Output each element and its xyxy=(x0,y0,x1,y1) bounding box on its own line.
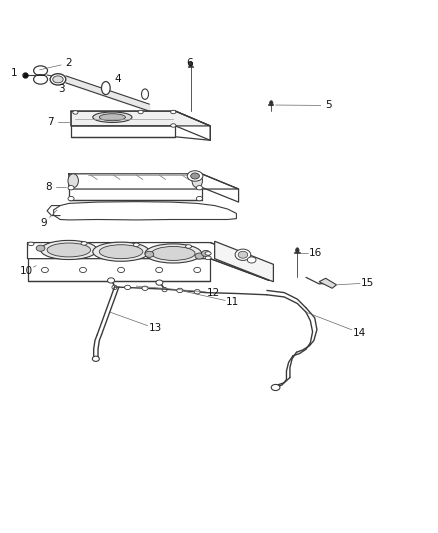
Ellipse shape xyxy=(68,197,74,201)
Ellipse shape xyxy=(34,66,47,76)
Text: 3: 3 xyxy=(58,84,65,94)
Ellipse shape xyxy=(145,251,154,257)
Ellipse shape xyxy=(99,245,143,259)
Ellipse shape xyxy=(99,114,125,120)
Ellipse shape xyxy=(189,61,192,67)
Text: 11: 11 xyxy=(226,297,240,307)
Text: 15: 15 xyxy=(361,278,374,288)
Text: 7: 7 xyxy=(47,117,53,127)
Ellipse shape xyxy=(194,289,200,294)
Ellipse shape xyxy=(271,384,280,391)
Text: 12: 12 xyxy=(207,288,220,297)
Ellipse shape xyxy=(196,185,202,190)
Ellipse shape xyxy=(28,242,34,246)
Ellipse shape xyxy=(124,285,131,289)
Ellipse shape xyxy=(194,268,201,272)
Ellipse shape xyxy=(195,253,204,259)
Ellipse shape xyxy=(141,89,148,99)
Ellipse shape xyxy=(112,285,117,289)
Ellipse shape xyxy=(235,249,251,261)
Text: 13: 13 xyxy=(148,324,162,333)
Ellipse shape xyxy=(191,173,199,179)
Ellipse shape xyxy=(296,248,299,253)
Ellipse shape xyxy=(42,268,48,272)
Ellipse shape xyxy=(102,82,110,94)
Text: 2: 2 xyxy=(66,58,72,68)
Text: 16: 16 xyxy=(309,248,322,259)
Ellipse shape xyxy=(162,287,167,292)
Ellipse shape xyxy=(196,197,202,201)
Ellipse shape xyxy=(205,252,211,255)
Ellipse shape xyxy=(269,101,273,106)
Ellipse shape xyxy=(133,243,139,246)
Text: 4: 4 xyxy=(115,75,121,84)
Ellipse shape xyxy=(201,251,210,256)
Text: 6: 6 xyxy=(186,58,193,68)
Text: 8: 8 xyxy=(45,182,52,192)
Ellipse shape xyxy=(47,243,91,257)
Ellipse shape xyxy=(155,268,162,272)
Ellipse shape xyxy=(93,242,149,261)
Ellipse shape xyxy=(50,74,66,85)
Text: 5: 5 xyxy=(325,100,332,110)
Ellipse shape xyxy=(177,288,183,293)
Ellipse shape xyxy=(73,111,78,114)
Polygon shape xyxy=(215,241,273,282)
Ellipse shape xyxy=(36,245,45,251)
Ellipse shape xyxy=(192,174,202,188)
Ellipse shape xyxy=(142,286,148,290)
Ellipse shape xyxy=(238,251,248,258)
Ellipse shape xyxy=(81,241,87,245)
Ellipse shape xyxy=(92,356,99,361)
Ellipse shape xyxy=(80,268,86,272)
Ellipse shape xyxy=(152,246,195,261)
Ellipse shape xyxy=(185,245,191,248)
Ellipse shape xyxy=(93,112,132,123)
Ellipse shape xyxy=(145,244,201,263)
Ellipse shape xyxy=(41,240,97,260)
Text: 9: 9 xyxy=(41,218,47,228)
Ellipse shape xyxy=(108,278,115,283)
Ellipse shape xyxy=(34,75,47,84)
Ellipse shape xyxy=(247,257,256,263)
Ellipse shape xyxy=(117,268,124,272)
Polygon shape xyxy=(71,111,210,126)
Ellipse shape xyxy=(205,256,211,260)
Ellipse shape xyxy=(68,174,78,188)
Ellipse shape xyxy=(68,185,74,190)
Text: 10: 10 xyxy=(20,266,33,276)
Ellipse shape xyxy=(138,110,143,114)
Ellipse shape xyxy=(53,76,63,83)
Ellipse shape xyxy=(171,124,176,127)
Text: 1: 1 xyxy=(11,68,18,78)
Polygon shape xyxy=(319,278,336,288)
Text: 14: 14 xyxy=(353,328,366,337)
Ellipse shape xyxy=(187,171,203,181)
Ellipse shape xyxy=(156,280,163,285)
Ellipse shape xyxy=(171,110,176,114)
